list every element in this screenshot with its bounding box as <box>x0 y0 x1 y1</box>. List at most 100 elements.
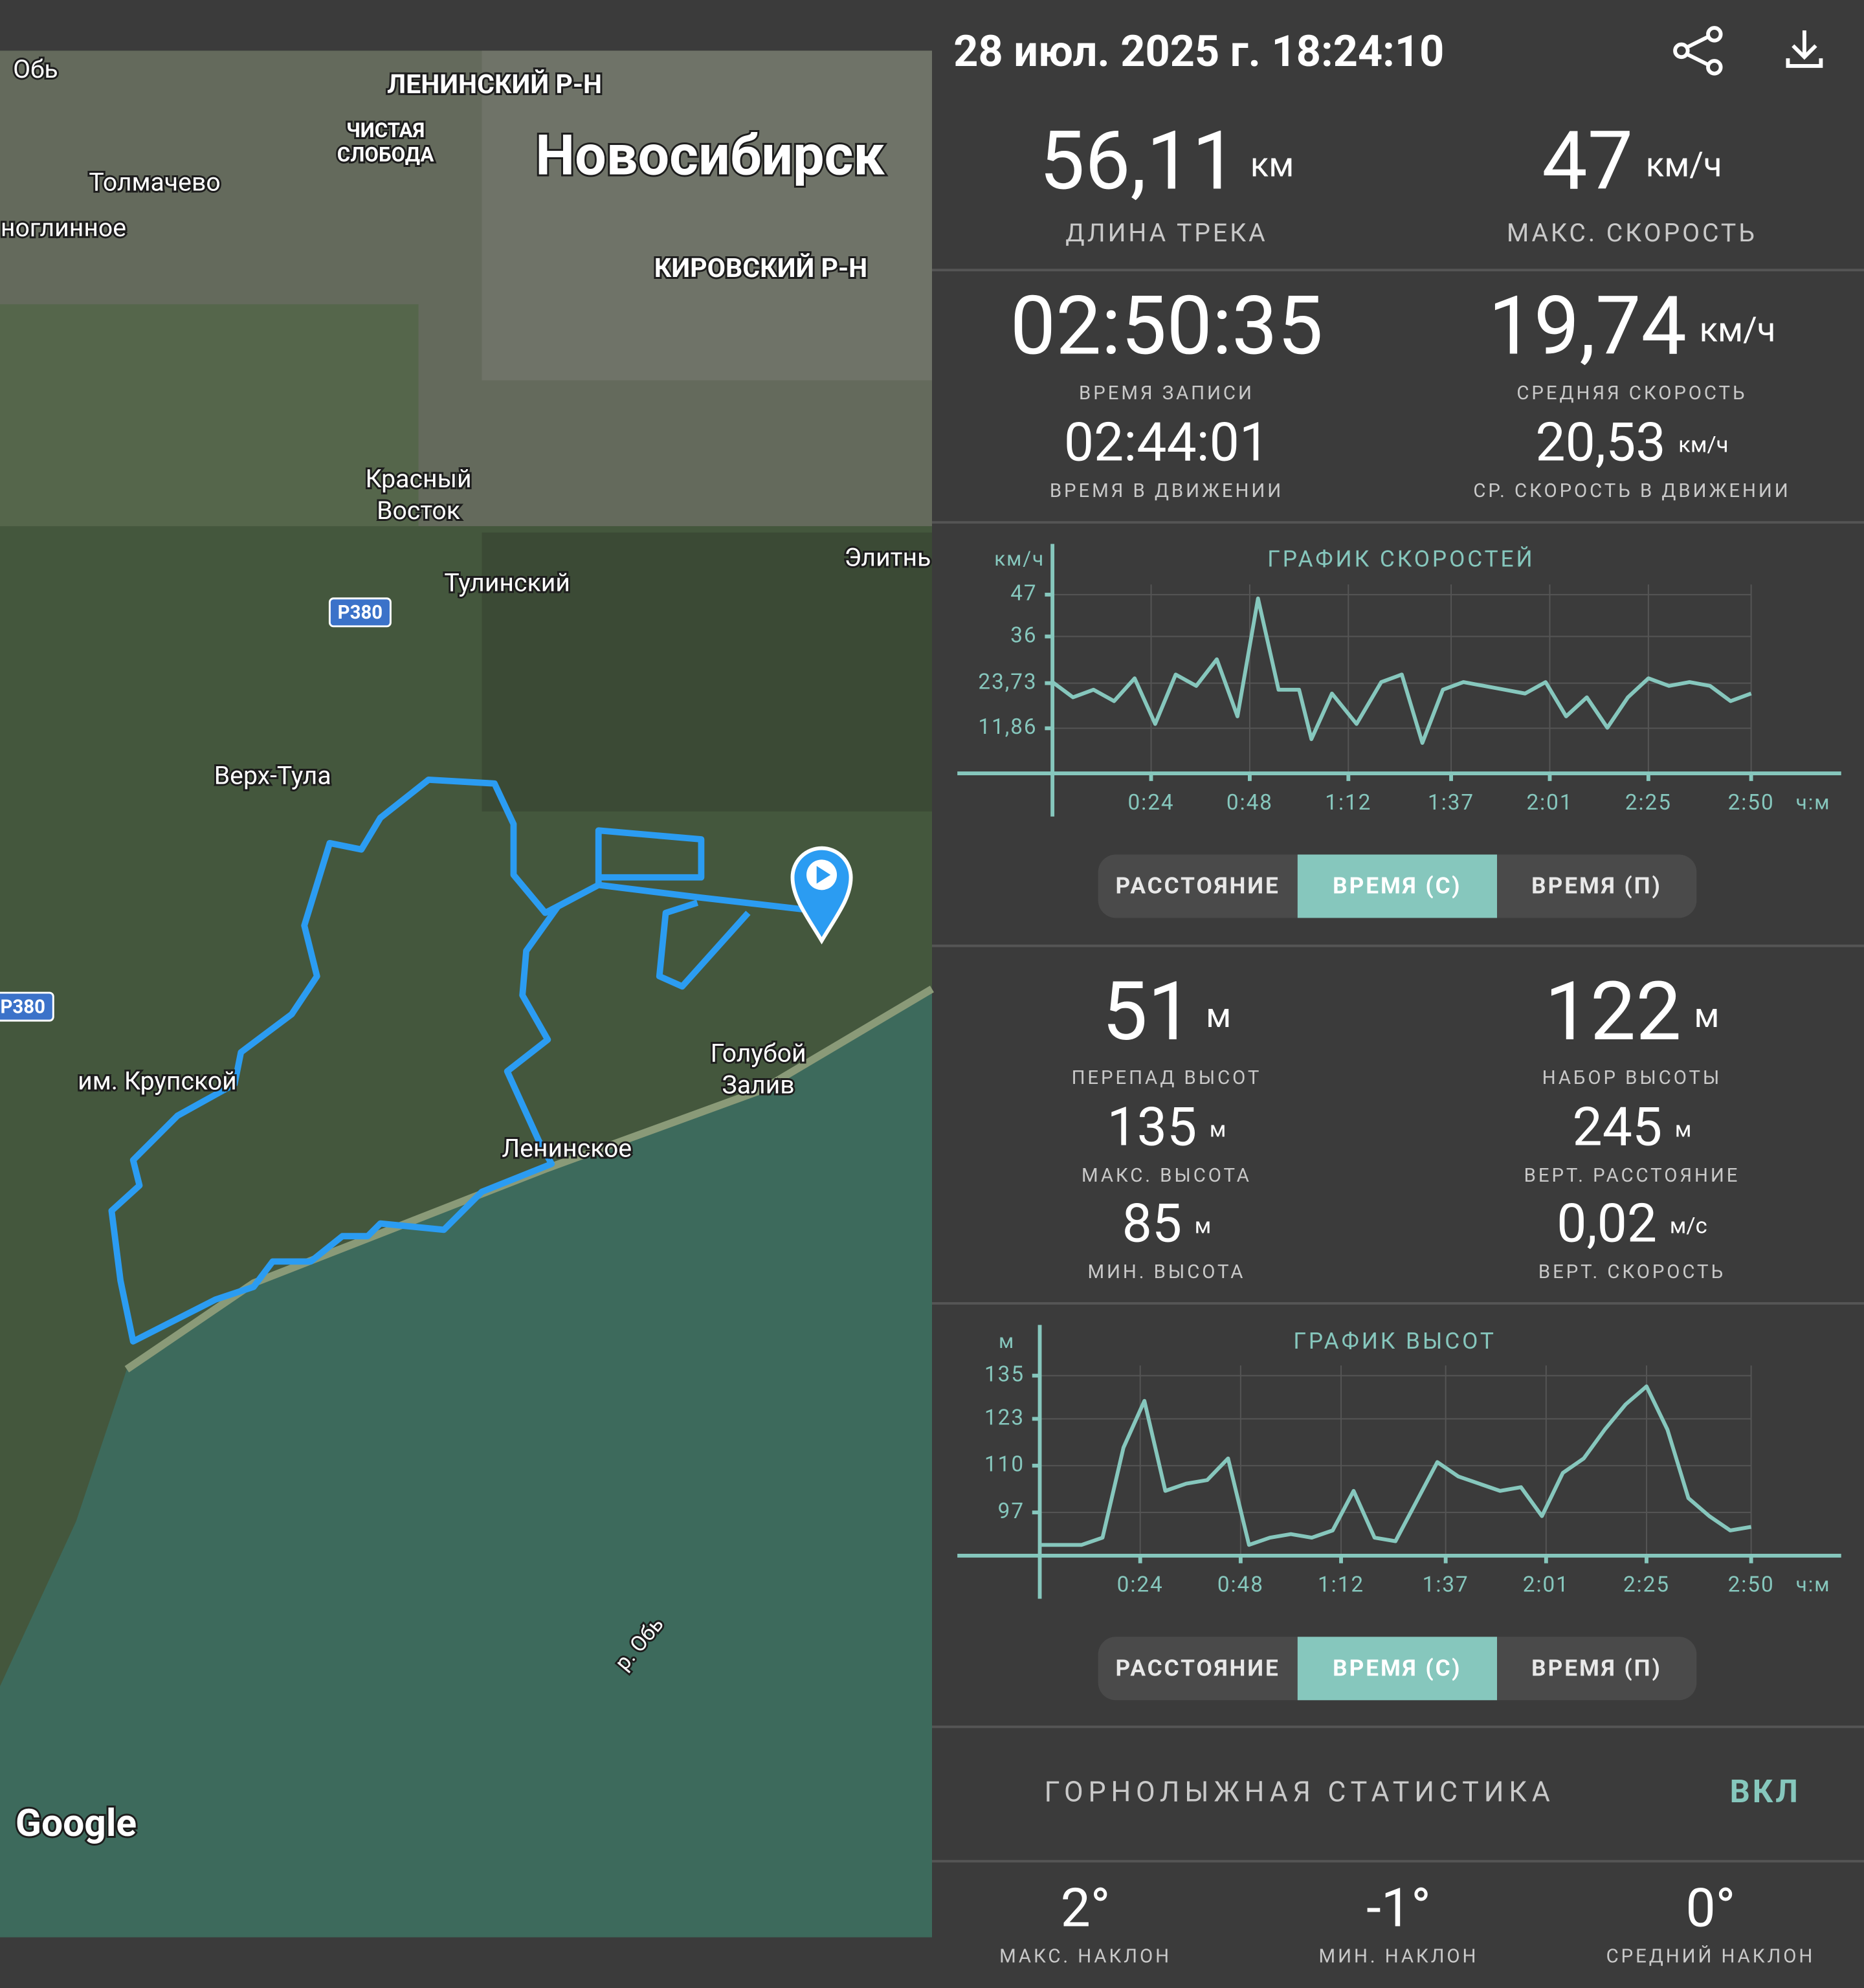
x-tick-label: 0:24 <box>1128 790 1175 815</box>
stat-label: СРЕДНЯЯ СКОРОСТЬ <box>1516 382 1747 404</box>
map-label: Толмачево <box>89 167 220 197</box>
toggle-button[interactable]: РАССТОЯНИЕ <box>1116 1655 1280 1682</box>
stat-label: МАКС. НАКЛОН <box>999 1946 1171 1968</box>
stat-unit: км/ч <box>1700 309 1776 349</box>
stat-number: 122 <box>1544 964 1681 1059</box>
stat-number: 0,02 <box>1557 1193 1657 1255</box>
stat-number: 02:50:35 <box>1010 278 1324 373</box>
stat-number: 85 <box>1122 1193 1182 1255</box>
toggle-button[interactable]: ВРЕМЯ (С) <box>1297 854 1498 918</box>
map-label: Обь <box>13 54 58 84</box>
map-label: Залив <box>722 1070 794 1099</box>
toggle-label: ВРЕМЯ (С) <box>1333 872 1461 900</box>
chart-title: ГРАФИК СКОРОСТЕЙ <box>1267 545 1535 572</box>
road-shield <box>328 597 392 628</box>
x-tick-label: 2:50 <box>1728 790 1775 815</box>
stat-number: 02:44:01 <box>1064 412 1269 474</box>
stat-unit: м <box>1694 995 1719 1035</box>
map[interactable] <box>0 50 934 1938</box>
stat-value: 0,02 м/с <box>1557 1193 1707 1255</box>
water <box>0 989 932 1938</box>
x-tick-label: 0:48 <box>1226 790 1273 815</box>
map-label: Красный <box>365 464 471 494</box>
stat-label: СРЕДНИЙ НАКЛОН <box>1606 1945 1815 1968</box>
stat-unit: м/с <box>1670 1213 1707 1239</box>
x-tick-label: 2:25 <box>1623 1573 1670 1598</box>
y-tick-label: 135 <box>984 1362 1025 1387</box>
stat-unit: м <box>1206 995 1231 1035</box>
stat-label: МАКС. СКОРОСТЬ <box>1507 218 1757 248</box>
y-unit: м <box>999 1329 1015 1353</box>
x-tick-label: 2:01 <box>1523 1573 1570 1598</box>
stat-number: 51 <box>1102 964 1193 1059</box>
map-label: Тулинский <box>444 568 570 598</box>
stat-label: ВРЕМЯ ЗАПИСИ <box>1079 382 1254 404</box>
stat-value: 19,74 км/ч <box>1488 278 1775 373</box>
stat-label: МАКС. ВЫСОТА <box>1082 1165 1252 1187</box>
segmented-control: РАССТОЯНИЕ ВРЕМЯ (С) ВРЕМЯ (П) <box>1098 1637 1697 1701</box>
road-label: Р380 <box>1 996 46 1018</box>
map-label: ноглинное <box>1 213 126 243</box>
stat-label: НАБОР ВЫСОТЫ <box>1542 1067 1722 1089</box>
stat-value: 122 м <box>1544 964 1719 1059</box>
toggle-label: РАССТОЯНИЕ <box>1116 1655 1280 1682</box>
stat-number: 135 <box>1107 1096 1197 1158</box>
stat-number: 56,11 <box>1039 114 1238 209</box>
map-label: Верх-Тула <box>214 760 331 790</box>
stat-label: ДЛИНА ТРЕКА <box>1065 218 1267 248</box>
stat-value: -1° <box>1366 1877 1431 1939</box>
x-tick-label: 0:24 <box>1117 1573 1164 1598</box>
y-tick-label: 11,86 <box>978 714 1037 740</box>
fields <box>482 532 932 812</box>
share-button[interactable] <box>1673 26 1723 76</box>
pin-play <box>816 866 831 884</box>
map-label: ЧИСТАЯ <box>346 118 425 142</box>
toggle-active <box>1297 854 1498 918</box>
map-label: Ленинское <box>502 1133 632 1163</box>
y-unit: км/ч <box>994 547 1045 571</box>
download-button[interactable] <box>1786 30 1823 68</box>
stat-unit: м <box>1210 1117 1226 1143</box>
x-unit: ч:м <box>1796 1573 1831 1596</box>
road-label: Р380 <box>338 602 383 624</box>
stat-number: 0° <box>1685 1877 1735 1939</box>
toggle-label: ВРЕМЯ (П) <box>1531 872 1662 900</box>
x-tick-label: 2:50 <box>1728 1573 1775 1598</box>
start-pin[interactable] <box>790 846 853 945</box>
map-attribution: Google <box>16 1801 137 1846</box>
map-label: КИРОВСКИЙ Р-Н <box>654 253 867 284</box>
ski-toggle[interactable]: ВКЛ <box>1730 1773 1801 1810</box>
y-tick-label: 23,73 <box>978 669 1037 694</box>
x-unit: ч:м <box>1796 790 1831 814</box>
line-series <box>1039 1384 1752 1547</box>
stat-label: ВЕРТ. СКОРОСТЬ <box>1538 1261 1725 1283</box>
toggle-button[interactable]: РАССТОЯНИЕ <box>1116 872 1280 900</box>
header-actions <box>1673 26 1823 76</box>
y-tick-label: 110 <box>984 1452 1025 1477</box>
toggle-button[interactable]: ВРЕМЯ (П) <box>1531 872 1662 900</box>
stat-number: 245 <box>1573 1096 1663 1158</box>
line-series <box>1051 596 1752 746</box>
stat-unit: км <box>1250 145 1294 185</box>
stat-number: 47 <box>1542 114 1633 209</box>
stat-number: -1° <box>1366 1877 1431 1939</box>
stat-value: 51 м <box>1102 964 1232 1059</box>
y-tick-label: 47 <box>1010 581 1037 606</box>
stat-unit: м <box>1195 1213 1212 1239</box>
toggle-label: ВРЕМЯ (С) <box>1333 1655 1461 1682</box>
stat-value: 0° <box>1685 1877 1735 1939</box>
fields <box>0 304 419 527</box>
toggle-button[interactable]: ВРЕМЯ (П) <box>1531 1655 1662 1682</box>
x-tick-label: 2:01 <box>1526 790 1573 815</box>
toggle-button[interactable]: ВРЕМЯ (С) <box>1297 1637 1498 1701</box>
map-label: им. Крупской <box>78 1066 237 1096</box>
x-tick-label: 1:12 <box>1318 1573 1364 1598</box>
stat-value: 2° <box>1061 1877 1111 1939</box>
stat-unit: м <box>1675 1117 1692 1143</box>
y-tick-label: 97 <box>998 1499 1025 1524</box>
y-tick-label: 123 <box>984 1405 1025 1430</box>
x-tick-label: 1:37 <box>1428 790 1474 815</box>
x-tick-label: 0:48 <box>1217 1573 1264 1598</box>
map-label: СЛОБОДА <box>337 142 434 166</box>
stat-unit: км/ч <box>1678 432 1728 458</box>
